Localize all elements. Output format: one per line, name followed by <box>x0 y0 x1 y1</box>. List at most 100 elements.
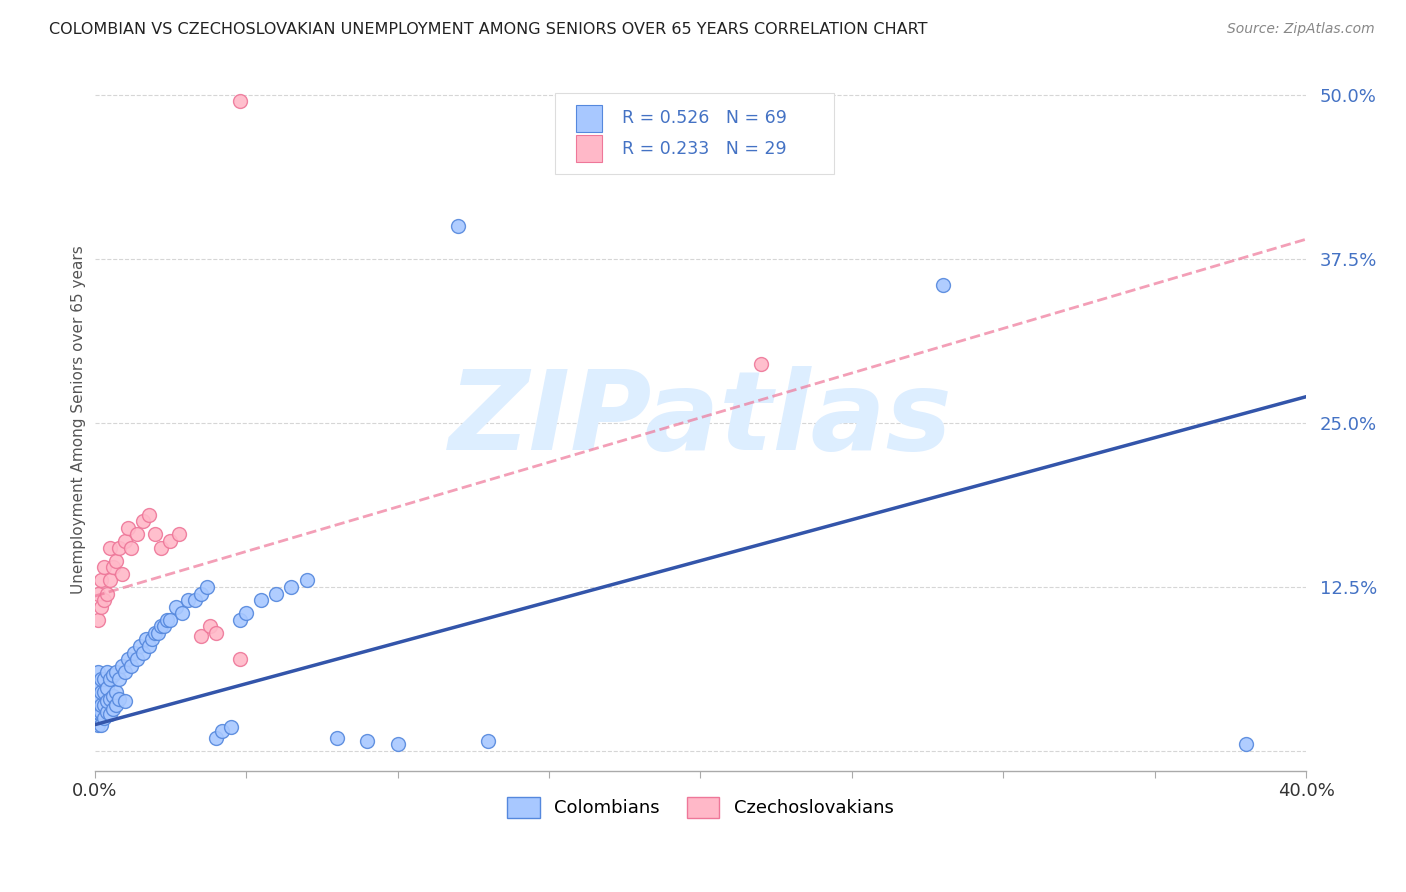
Point <box>229 95 252 109</box>
Point <box>177 593 200 607</box>
Point <box>169 527 191 541</box>
Point <box>447 219 470 233</box>
Text: COLOMBIAN VS CZECHOSLOVAKIAN UNEMPLOYMENT AMONG SENIORS OVER 65 YEARS CORRELATIO: COLOMBIAN VS CZECHOSLOVAKIAN UNEMPLOYMEN… <box>49 22 928 37</box>
Point <box>86 586 108 600</box>
Point <box>98 541 121 555</box>
Point <box>104 685 127 699</box>
Point <box>96 705 118 719</box>
Point <box>250 593 273 607</box>
Point <box>1234 738 1257 752</box>
Point <box>101 560 124 574</box>
Point <box>280 580 302 594</box>
Point <box>143 527 166 541</box>
Point <box>93 560 115 574</box>
FancyBboxPatch shape <box>575 136 602 162</box>
Point <box>104 665 127 680</box>
Point <box>266 586 288 600</box>
Point <box>159 534 181 549</box>
Point <box>93 672 115 686</box>
Point <box>111 658 134 673</box>
Point <box>96 681 118 695</box>
Point <box>90 718 112 732</box>
Point <box>90 705 112 719</box>
Point <box>104 698 127 712</box>
Point <box>150 541 173 555</box>
Point <box>120 541 142 555</box>
FancyBboxPatch shape <box>555 93 834 174</box>
Point <box>219 720 242 734</box>
Point <box>98 707 121 722</box>
Point <box>108 691 131 706</box>
Point <box>90 685 112 699</box>
Point <box>111 566 134 581</box>
Point <box>387 738 409 752</box>
Point <box>98 691 121 706</box>
Point <box>135 632 157 647</box>
Point <box>132 646 155 660</box>
Point <box>138 508 160 522</box>
Point <box>138 639 160 653</box>
Point <box>195 580 218 594</box>
Point <box>98 672 121 686</box>
Point <box>229 613 252 627</box>
Point <box>93 593 115 607</box>
Point <box>165 599 187 614</box>
Point <box>114 534 136 549</box>
Point <box>198 619 221 633</box>
Point <box>190 628 212 642</box>
Point <box>229 652 252 666</box>
Point <box>211 724 233 739</box>
Text: Source: ZipAtlas.com: Source: ZipAtlas.com <box>1227 22 1375 37</box>
Point <box>86 665 108 680</box>
Point <box>153 619 176 633</box>
Legend: Colombians, Czechoslovakians: Colombians, Czechoslovakians <box>501 789 901 825</box>
Point <box>120 658 142 673</box>
Point <box>122 646 145 660</box>
Point <box>90 599 112 614</box>
Point <box>117 652 139 666</box>
Point <box>172 606 194 620</box>
Point <box>114 665 136 680</box>
Point <box>477 733 499 747</box>
Point <box>749 357 772 371</box>
Point <box>101 689 124 703</box>
Text: R = 0.526   N = 69: R = 0.526 N = 69 <box>621 110 786 128</box>
Point <box>204 731 226 745</box>
Text: R = 0.233   N = 29: R = 0.233 N = 29 <box>621 140 786 158</box>
Point <box>204 626 226 640</box>
Point <box>190 586 212 600</box>
Point <box>129 639 152 653</box>
Point <box>90 672 112 686</box>
Point <box>295 574 318 588</box>
Point <box>86 718 108 732</box>
Point <box>93 711 115 725</box>
Point <box>125 652 148 666</box>
Point <box>98 574 121 588</box>
Point <box>143 626 166 640</box>
Point <box>132 514 155 528</box>
Point <box>108 672 131 686</box>
Text: ZIPatlas: ZIPatlas <box>449 366 952 473</box>
Point <box>101 668 124 682</box>
Point <box>150 619 173 633</box>
Point <box>141 632 163 647</box>
Point <box>93 685 115 699</box>
Point <box>159 613 181 627</box>
Point <box>104 554 127 568</box>
Point <box>125 527 148 541</box>
Point <box>356 733 378 747</box>
Point <box>326 731 349 745</box>
Point <box>117 521 139 535</box>
Point <box>108 541 131 555</box>
Point <box>148 626 170 640</box>
Point <box>101 702 124 716</box>
Point <box>235 606 257 620</box>
Point <box>183 593 205 607</box>
Point <box>86 705 108 719</box>
Point <box>114 694 136 708</box>
Point <box>96 665 118 680</box>
Point <box>96 694 118 708</box>
Point <box>86 613 108 627</box>
Point <box>90 574 112 588</box>
Point <box>93 698 115 712</box>
